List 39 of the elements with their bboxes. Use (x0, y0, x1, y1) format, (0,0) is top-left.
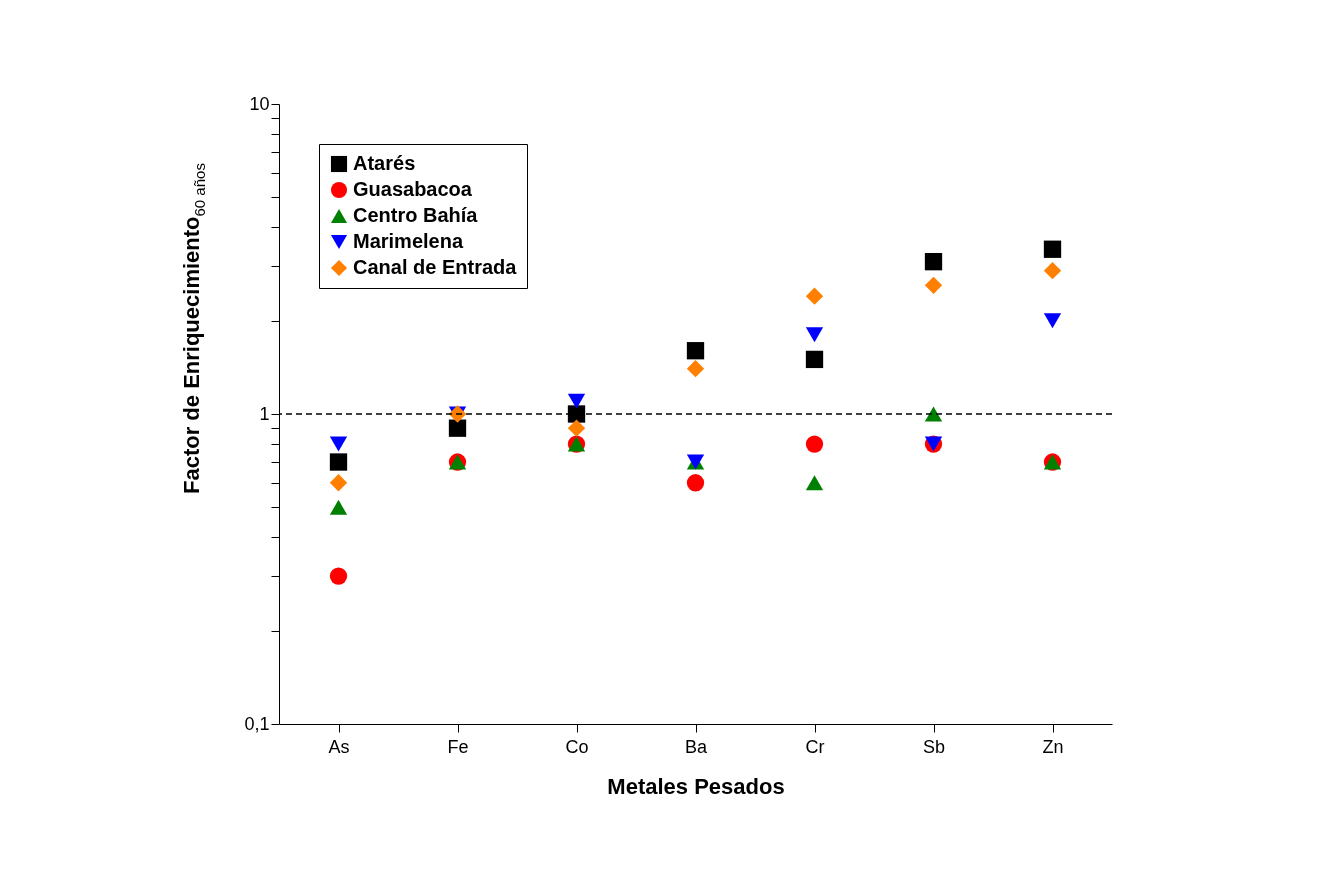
point (805, 350, 824, 369)
point (924, 406, 943, 422)
x-tick-label: As (328, 736, 350, 757)
point (329, 474, 348, 492)
x-tick-label: Co (565, 736, 589, 757)
point (329, 567, 348, 585)
x-tick-label: Sb (922, 736, 946, 757)
point (1043, 240, 1062, 258)
point (329, 436, 348, 452)
point (686, 474, 705, 492)
point (805, 327, 824, 343)
x-tick-label: Zn (1042, 736, 1064, 757)
point (567, 419, 586, 437)
legend-label: Canal de Entrada (353, 256, 518, 278)
point (448, 419, 467, 437)
point (567, 393, 586, 409)
y-tick-label: 10 (249, 93, 270, 114)
point (686, 342, 705, 360)
x-axis-title: Metales Pesados (607, 773, 785, 799)
point (805, 435, 824, 453)
y-tick-label: 0,1 (244, 713, 270, 734)
x-tick-label: Fe (447, 736, 469, 757)
point (805, 287, 824, 305)
point (1043, 313, 1062, 329)
point (329, 453, 348, 471)
x-tick-label: Cr (805, 736, 825, 757)
point (924, 253, 943, 271)
x-tick-label: Ba (684, 736, 708, 757)
point (924, 276, 943, 295)
legend-label: Guasabacoa (353, 178, 473, 200)
y-axis-title: Factor de Enriquecimiento60 años (179, 163, 208, 494)
point (686, 360, 705, 378)
point (329, 499, 348, 515)
y-tick-label: 1 (259, 403, 270, 424)
legend-label: Atarés (353, 152, 416, 174)
point (805, 475, 824, 491)
legend-label: Marimelena (353, 230, 464, 252)
point (1043, 262, 1062, 280)
legend-label: Centro Bahía (353, 204, 479, 226)
